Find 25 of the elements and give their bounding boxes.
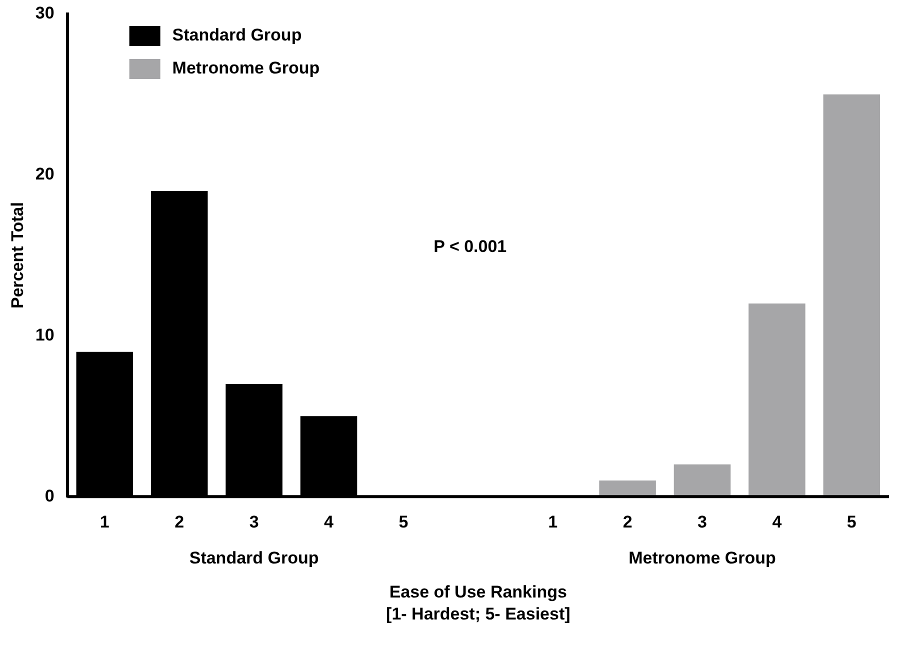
bar — [599, 480, 656, 497]
x-tick-label: 4 — [772, 512, 782, 532]
x-tick-label: 2 — [174, 512, 184, 532]
legend-label: Standard Group — [172, 26, 302, 45]
x-tick-label: 5 — [398, 512, 408, 532]
annotation: P < 0.001 — [434, 236, 507, 256]
bar — [748, 304, 806, 497]
x-tick-label: 2 — [622, 512, 632, 532]
x-tick-label: 1 — [548, 512, 558, 532]
x-tick-label: 4 — [324, 512, 334, 532]
x-tick-label: 3 — [698, 512, 707, 532]
text: Standard Group — [189, 548, 319, 568]
y-tick-label: 20 — [35, 164, 54, 184]
x-axis-title: Ease of Use Rankings [1- Hardest; 5- Easiest] — [386, 582, 570, 624]
x-tick-label: 1 — [100, 512, 110, 532]
legend-label: Metronome Group — [172, 58, 320, 78]
x-tick-label: 5 — [846, 512, 856, 532]
x-tick-label: 3 — [249, 512, 259, 532]
text: Metronome Group — [628, 548, 776, 568]
y-tick-label: 0 — [44, 486, 54, 506]
bar — [674, 464, 731, 497]
bar — [823, 94, 880, 497]
y-tick-label: 30 — [35, 4, 54, 23]
y-tick-label: 10 — [35, 325, 54, 344]
y-axis-title: Percent Total — [8, 202, 27, 309]
